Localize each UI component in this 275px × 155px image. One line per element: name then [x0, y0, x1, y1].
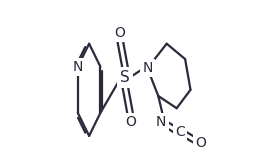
Text: O: O	[114, 26, 125, 40]
Text: N: N	[156, 115, 166, 129]
Text: N: N	[142, 61, 153, 75]
Text: C: C	[175, 125, 185, 139]
Text: N: N	[73, 60, 83, 74]
Text: O: O	[195, 136, 206, 150]
Text: O: O	[125, 115, 136, 129]
Text: S: S	[120, 70, 130, 85]
